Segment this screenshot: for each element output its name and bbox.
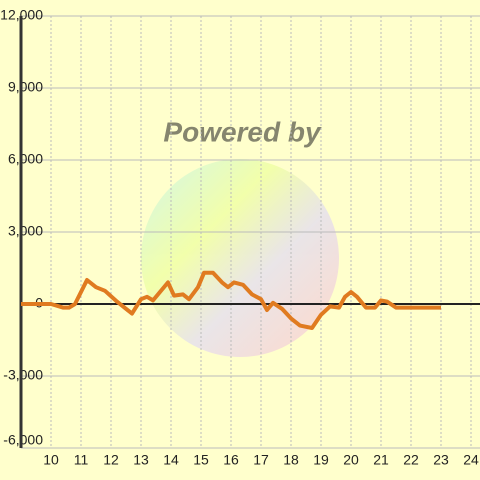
y-tick-label: -3,000 (3, 367, 43, 383)
y-tick-label: 6,000 (8, 151, 43, 167)
plot: 10 11 12 13 14 15 16 17 18 19 20 21 22 23 24 -6,000 -3,0… (0, 7, 480, 468)
x-tick-label: 18 (283, 452, 299, 468)
x-tick-label: 11 (74, 452, 89, 468)
x-tick-label: 21 (373, 452, 389, 468)
x-tick-label: 10 (43, 452, 59, 468)
x-tick-label: 22 (403, 452, 419, 468)
y-tick-label: 9,000 (8, 79, 43, 95)
x-tick-label: 19 (313, 452, 329, 468)
x-tick-label: 16 (223, 452, 239, 468)
x-tick-label: 15 (193, 452, 209, 468)
x-tick-label: 17 (253, 452, 269, 468)
y-tick-label: 3,000 (8, 223, 43, 239)
watermark-logo (141, 159, 339, 357)
x-tick-label: 12 (103, 452, 119, 468)
watermark-text: Powered by (163, 116, 322, 147)
x-tick-label: 23 (433, 452, 449, 468)
x-tick-label: 20 (343, 452, 359, 468)
y-tick-label: 12,000 (0, 7, 43, 23)
x-tick-label: 13 (133, 452, 149, 468)
data-line (21, 270, 441, 330)
x-tick-label: 24 (463, 452, 479, 468)
y-tick-label: -6,000 (3, 432, 43, 448)
watermark: Powered by (141, 116, 339, 357)
x-tick-label: 14 (163, 452, 179, 468)
